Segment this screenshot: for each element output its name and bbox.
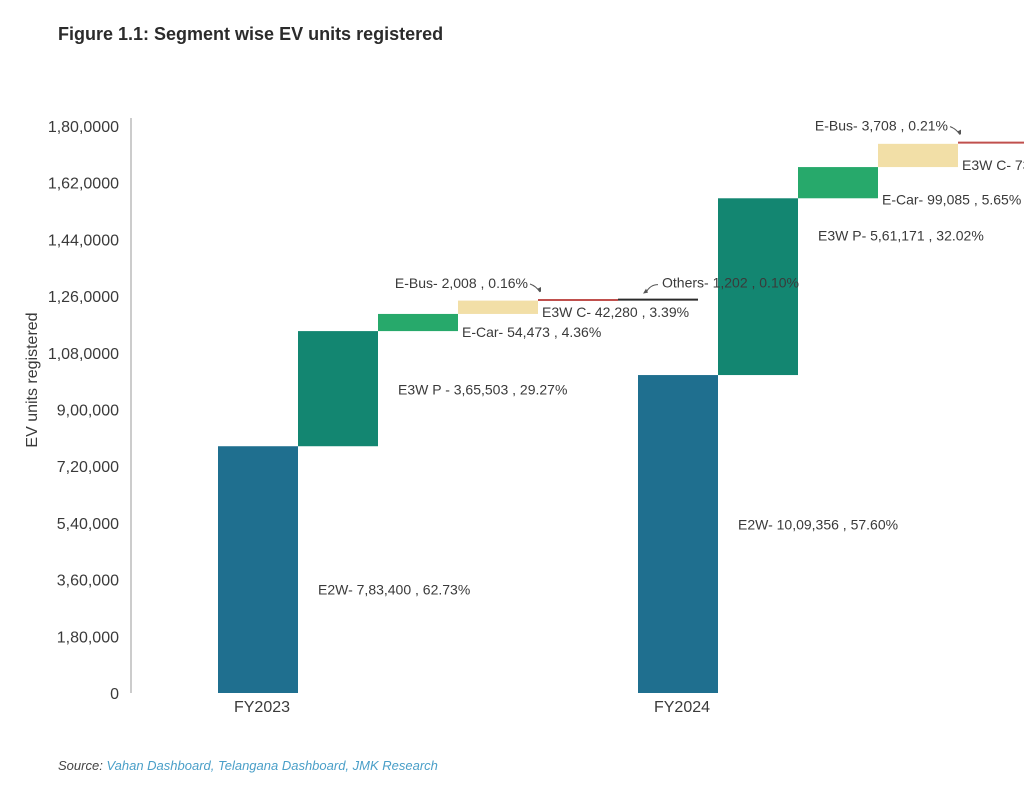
data-label-e2w-fy2024: E2W- 10,09,356 , 57.60% <box>738 516 898 532</box>
y-axis-title: EV units registered <box>24 312 41 447</box>
bar-e2w-fy2023 <box>218 446 298 693</box>
data-label-e2w-fy2023: E2W- 7,83,400 , 62.73% <box>318 581 470 597</box>
y-tick-label-8: 1,44,0000 <box>48 232 119 249</box>
data-labels: E2W- 7,83,400 , 62.73% E3W P - 3,65,503 ,… <box>318 118 1024 598</box>
y-tick-label-0: 0 <box>110 686 119 703</box>
x-tick-label-fy2024: FY2024 <box>654 699 710 716</box>
bar-e-car-fy2023 <box>378 313 458 332</box>
data-label-others-fy2023-arrowhead <box>643 288 648 294</box>
x-axis: FY2023 FY2024 <box>234 699 710 716</box>
y-tick-label-2: 3,60,000 <box>57 573 119 590</box>
bar-e3w-p-fy2024 <box>718 198 798 376</box>
data-label-e-bus-fy2023: E-Bus- 2,008 , 0.16% <box>395 275 528 291</box>
data-label-e-bus-fy2024: E-Bus- 3,708 , 0.21% <box>815 118 948 134</box>
data-label-e3w-p-fy2024: E3W P- 5,61,171 , 32.02% <box>818 228 984 244</box>
data-label-e-bus-fy2023-arrow <box>529 283 541 293</box>
data-label-others-fy2023-arrow <box>645 284 659 293</box>
bar-e3w-c-fy2023 <box>458 300 538 314</box>
data-label-e3w-c-fy2023: E3W C- 42,280 , 3.39% <box>542 304 689 320</box>
data-label-e-bus-fy2024-arrowhead <box>957 129 961 135</box>
bar-e2w-fy2024 <box>638 375 718 693</box>
y-tick-label-7: 1,26,0000 <box>48 289 119 306</box>
data-label-e-bus-fy2024-arrow <box>949 126 961 135</box>
bar-e-car-fy2024 <box>798 167 878 199</box>
y-tick-label-10: 1,80,0000 <box>48 119 119 136</box>
y-tick-label-4: 7,20,000 <box>57 459 119 476</box>
source-text: Vahan Dashboard, Telangana Dashboard, JM… <box>106 758 438 773</box>
x-tick-label-fy2023: FY2023 <box>234 699 290 716</box>
y-axis: 0 1,80,000 3,60,000 5,40,000 7,20,000 9,00,00… <box>24 118 132 703</box>
data-label-e-bus-fy2023-arrowhead <box>537 286 541 292</box>
bar-e3w-c-fy2024 <box>878 143 958 168</box>
figure-title: Figure 1.1: Segment wise EV units regist… <box>58 24 444 44</box>
data-label-e3w-c-fy2024: E3W C- 73,798 , 4.21% <box>962 157 1024 173</box>
y-tick-label-9: 1,62,0000 <box>48 176 119 193</box>
source-label: Source: <box>58 758 103 773</box>
data-label-others-fy2023: Others- 1,202 , 0.10% <box>662 275 799 291</box>
y-tick-label-5: 9,00,000 <box>57 403 119 420</box>
data-label-e-car-fy2023: E-Car- 54,473 , 4.36% <box>462 324 601 340</box>
data-label-e3w-p-fy2023: E3W P - 3,65,503 , 29.27% <box>398 382 567 398</box>
data-label-e-car-fy2024: E-Car- 99,085 , 5.65% <box>882 191 1021 207</box>
y-tick-label-3: 5,40,000 <box>57 516 119 533</box>
source-note: Source: Vahan Dashboard, Telangana Dashb… <box>58 758 438 773</box>
y-tick-label-1: 1,80,000 <box>57 629 119 646</box>
chart-bars <box>218 141 1024 693</box>
y-tick-label-6: 1,08,0000 <box>48 346 119 363</box>
bar-e3w-p-fy2023 <box>298 331 378 447</box>
